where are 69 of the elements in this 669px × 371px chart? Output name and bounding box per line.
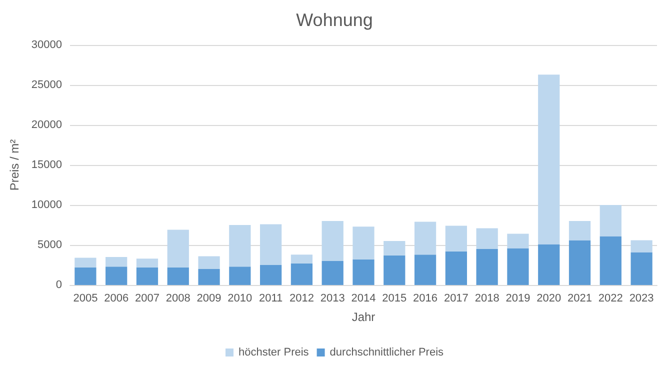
bar	[260, 265, 282, 285]
y-tick-label: 5000	[38, 239, 62, 251]
x-axis-title: Jahr	[352, 310, 376, 324]
bar	[538, 74, 560, 244]
y-tick-label: 10000	[31, 199, 62, 211]
x-tick-label: 2007	[134, 292, 160, 304]
y-tick-label: 15000	[31, 159, 62, 171]
bar	[167, 230, 189, 268]
bar	[352, 226, 374, 260]
bar	[74, 267, 96, 285]
bar	[568, 221, 591, 240]
bar	[322, 261, 344, 285]
x-tick-label: 2016	[413, 292, 438, 304]
bar	[74, 258, 96, 268]
bar	[414, 254, 436, 285]
x-tick-label: 2021	[568, 292, 592, 304]
bar	[600, 236, 622, 285]
y-tick-label: 30000	[31, 39, 62, 51]
x-tick-label: 2013	[320, 292, 345, 304]
y-tick-label: 20000	[31, 119, 62, 131]
x-tick-label: 2014	[351, 292, 376, 304]
x-tick-label: 2012	[289, 292, 314, 304]
bar	[198, 269, 220, 285]
x-tick-label: 2011	[258, 292, 283, 304]
bar	[384, 255, 406, 285]
bar	[229, 266, 251, 285]
bar	[167, 267, 189, 285]
bar	[229, 225, 251, 267]
bar	[136, 258, 158, 268]
x-tick-label: 2005	[73, 292, 98, 304]
bar	[445, 226, 467, 252]
bar	[106, 257, 128, 267]
x-tick-label: 2009	[196, 292, 222, 304]
bar	[568, 240, 591, 285]
x-tick-label: 2020	[536, 292, 562, 304]
legend-label: höchster Preis	[238, 346, 310, 358]
bar	[290, 254, 313, 264]
legend-label: durchschnittlicher Preis	[330, 346, 444, 358]
x-tick-label: 2018	[474, 292, 500, 304]
x-tick-label: 2017	[444, 292, 468, 304]
bar	[630, 240, 652, 252]
bar	[538, 244, 560, 285]
bar	[630, 252, 652, 285]
y-tick-label: 0	[56, 279, 62, 291]
bar	[507, 234, 529, 248]
bar	[198, 256, 220, 269]
y-axis-title: Preis / m²	[8, 139, 22, 191]
bar	[476, 249, 498, 285]
bar	[600, 205, 622, 236]
y-tick-label: 25000	[31, 79, 62, 91]
bar	[352, 259, 374, 285]
bar	[290, 263, 313, 285]
bar	[384, 241, 406, 256]
x-tick-label: 2019	[506, 292, 530, 304]
x-tick-label: 2006	[104, 292, 129, 304]
chart-title: Wohnung	[296, 10, 373, 30]
bar	[445, 251, 467, 285]
bar	[106, 266, 128, 285]
bar	[507, 248, 529, 285]
bar	[414, 222, 436, 255]
x-tick-label: 2008	[166, 292, 190, 304]
x-tick-label: 2022	[598, 292, 623, 304]
bar	[136, 267, 158, 285]
bar	[260, 224, 282, 265]
x-tick-label: 2023	[629, 292, 654, 304]
x-tick-label: 2010	[228, 292, 252, 304]
x-tick-label: 2015	[382, 292, 407, 304]
bar	[476, 228, 498, 249]
bar	[322, 221, 344, 261]
